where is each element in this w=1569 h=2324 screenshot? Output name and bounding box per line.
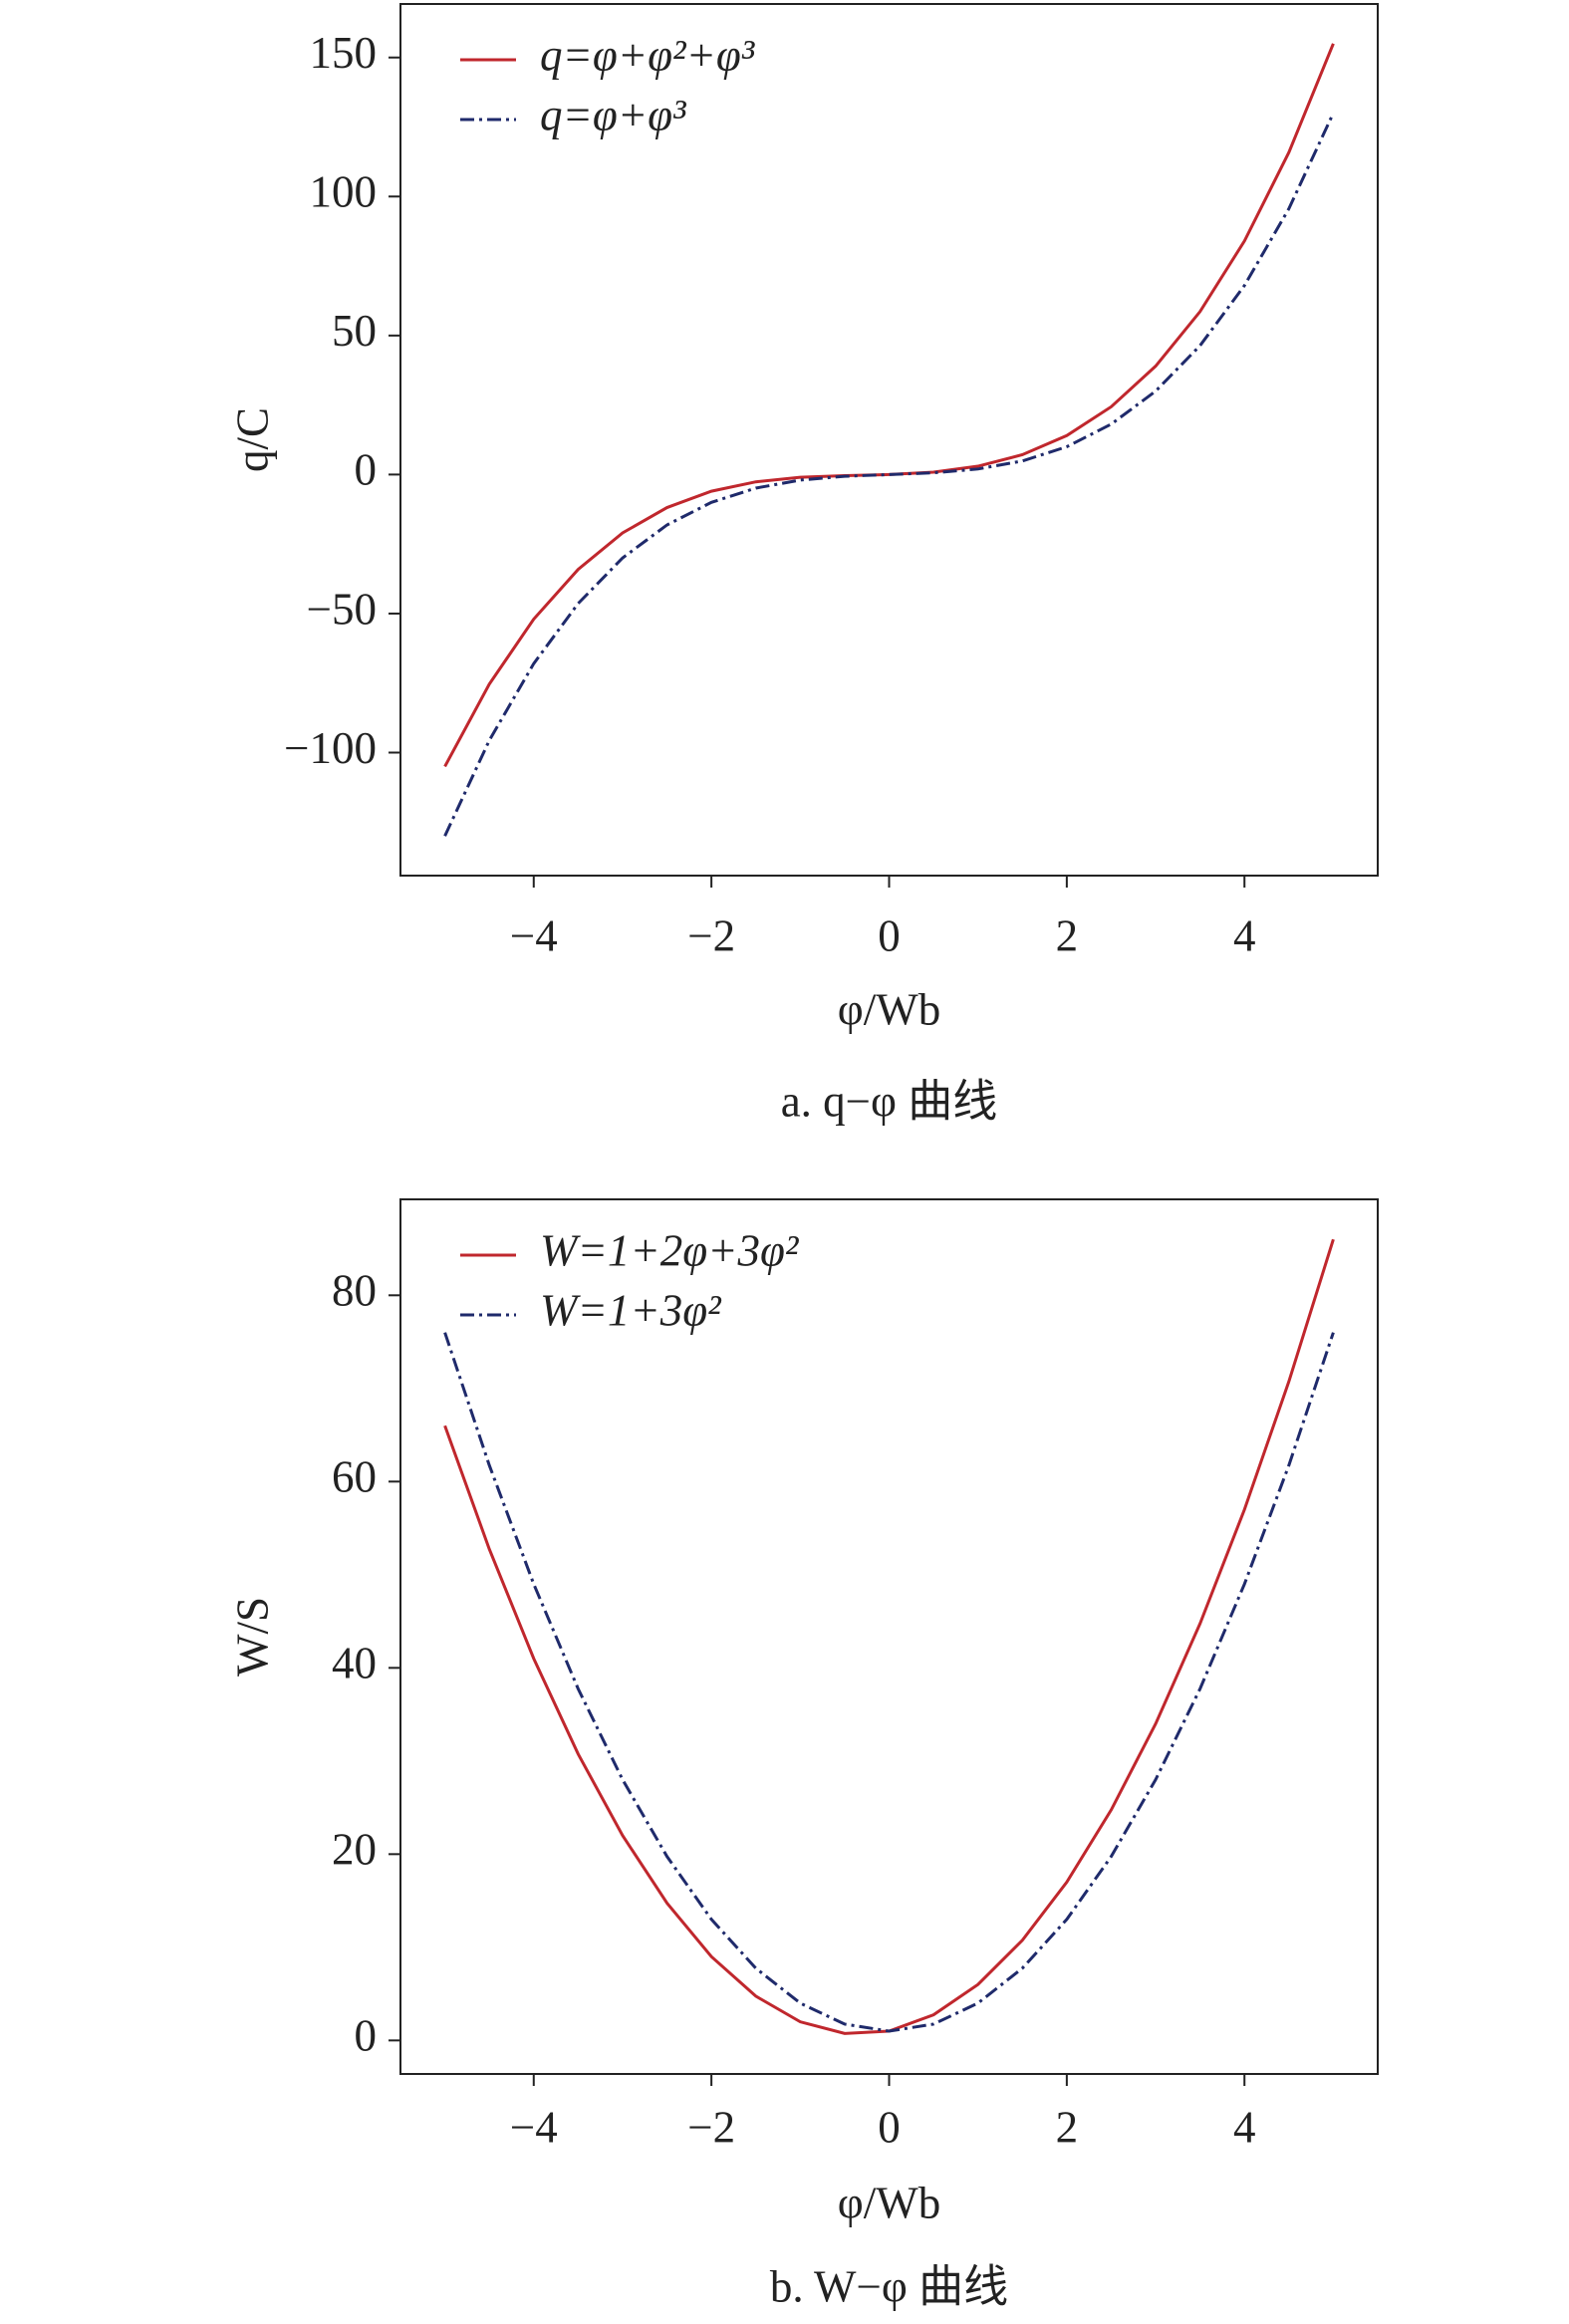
x-tick-label: 0: [878, 2102, 901, 2152]
legend-label: W=1+3φ²: [540, 1285, 722, 1335]
x-tick-label: −2: [687, 910, 735, 960]
legend-label: q=φ+φ³: [540, 90, 687, 139]
x-tick-label: −4: [510, 2102, 558, 2152]
y-tick-label: 60: [332, 1452, 377, 1502]
y-axis-label: q/C: [227, 407, 277, 472]
legend-label: W=1+2φ+3φ²: [540, 1225, 800, 1275]
x-tick-label: −4: [510, 910, 558, 960]
y-tick-label: −100: [284, 723, 377, 773]
caption: b. W−φ 曲线: [770, 2261, 1008, 2311]
y-tick-label: 20: [332, 1825, 377, 1875]
y-tick-label: 150: [310, 28, 378, 78]
x-tick-label: −2: [687, 2102, 735, 2152]
x-tick-label: 0: [878, 910, 901, 960]
x-axis-label: φ/Wb: [838, 2178, 940, 2227]
line-series: [443, 112, 1335, 837]
caption: a. q−φ 曲线: [781, 1076, 998, 1126]
line-series: [443, 43, 1335, 768]
y-tick-label: 80: [332, 1266, 377, 1316]
y-tick-label: −50: [307, 584, 377, 634]
y-tick-label: 50: [332, 306, 377, 356]
y-tick-label: 0: [355, 2011, 378, 2061]
legend-label: q=φ+φ²+φ³: [540, 30, 756, 80]
y-tick-label: 0: [355, 445, 378, 495]
y-axis-label: W/S: [227, 1597, 277, 1677]
line-series: [443, 1332, 1335, 2033]
x-tick-label: 4: [1233, 2102, 1256, 2152]
x-tick-label: 2: [1056, 910, 1079, 960]
line-series: [443, 1238, 1335, 2035]
x-tick-label: 4: [1233, 910, 1256, 960]
y-tick-label: 40: [332, 1639, 377, 1688]
x-axis-label: φ/Wb: [838, 984, 940, 1034]
y-tick-label: 100: [310, 167, 378, 217]
x-tick-label: 2: [1056, 2102, 1079, 2152]
